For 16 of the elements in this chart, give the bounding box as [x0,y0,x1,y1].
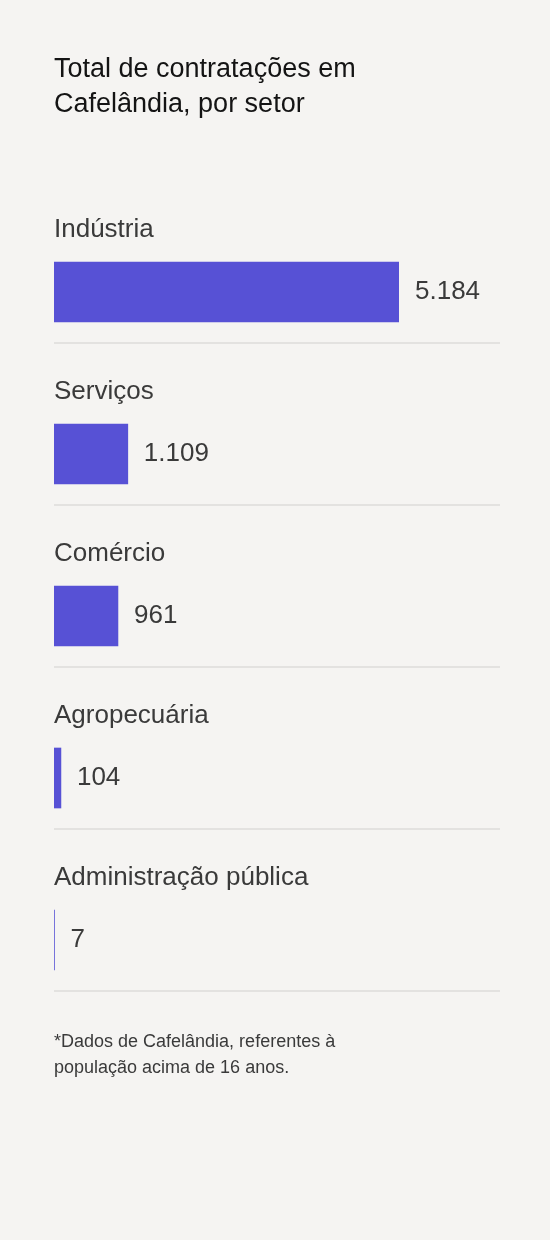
bar [54,585,119,647]
text: *Dados de Cafelândia, referentes à população acima de 16 anos. [54,1030,337,1079]
y-tick-label: Agropecuária [54,699,210,730]
chart-title: Total de contratações em Cafelândia, por setor [54,52,357,120]
data-label: 5.184 [415,275,481,306]
bar [54,423,129,485]
bar [54,261,399,323]
data-label: 7 [70,923,85,954]
data-label: 961 [133,599,178,630]
bar [54,747,62,809]
y-tick-label: Comércio [54,537,166,568]
y-tick-label: Serviços [54,375,154,406]
data-label: 104 [76,761,121,792]
y-tick-label: Administração pública [54,861,309,892]
y-tick-label: Indústria [54,213,155,244]
data-label: 1.109 [143,437,209,468]
